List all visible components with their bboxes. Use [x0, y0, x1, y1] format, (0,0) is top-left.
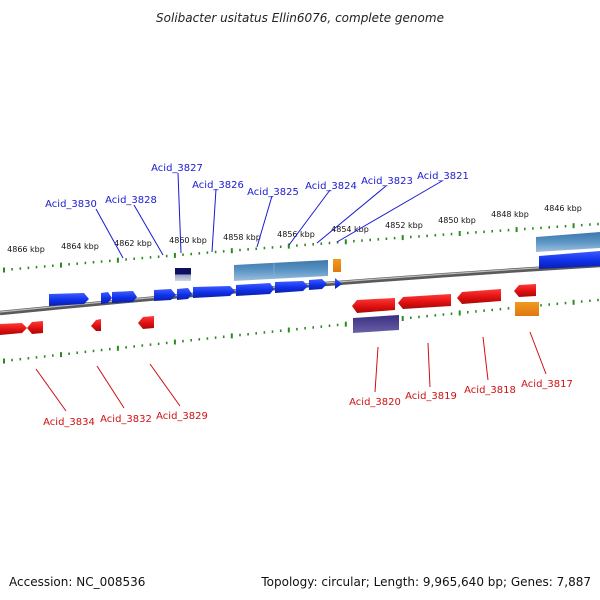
reverse-rna-feature[interactable]: [353, 315, 399, 333]
inner-tick-scale: [3, 298, 599, 364]
forward-gene[interactable]: [309, 279, 327, 290]
gene-label[interactable]: Acid_3823: [361, 176, 413, 187]
kbp-label: 4864 kbp: [61, 242, 99, 251]
gene-label[interactable]: Acid_3826: [192, 180, 244, 191]
reverse-gene[interactable]: [138, 316, 154, 329]
forward-gene[interactable]: [539, 251, 600, 269]
accession-text: Accession: NC_008536: [9, 575, 145, 589]
orange-feature[interactable]: [333, 259, 341, 272]
forward-labels: Acid_3830 Acid_3828 Acid_3827 Acid_3826 …: [45, 163, 469, 210]
gene-label[interactable]: Acid_3825: [247, 187, 299, 198]
map-title: Solibacter usitatus Ellin6076, complete …: [156, 11, 444, 25]
forward-small-feature[interactable]: [175, 268, 191, 281]
forward-gene[interactable]: [112, 291, 137, 303]
kbp-label: 4866 kbp: [7, 245, 45, 254]
forward-gene[interactable]: [154, 289, 176, 301]
forward-label-leaders: [95, 172, 443, 259]
reverse-labels: Acid_3834 Acid_3832 Acid_3829 Acid_3820 …: [43, 379, 573, 428]
kbp-label: 4848 kbp: [491, 210, 529, 219]
gene-label[interactable]: Acid_3821: [417, 171, 469, 182]
gene-label[interactable]: Acid_3828: [105, 195, 157, 206]
forward-gene[interactable]: [236, 283, 274, 296]
forward-gene[interactable]: [193, 286, 235, 298]
gene-label[interactable]: Acid_3818: [464, 385, 516, 396]
outer-tick-scale: [3, 222, 599, 273]
orange-feature[interactable]: [515, 302, 539, 316]
kbp-label: 4856 kbp: [277, 230, 315, 239]
kbp-scale: 4866 kbp 4864 kbp 4862 kbp 4860 kbp 4858…: [7, 204, 582, 254]
kbp-label: 4854 kbp: [331, 225, 369, 234]
gene-label[interactable]: Acid_3820: [349, 397, 401, 408]
kbp-label: 4852 kbp: [385, 221, 423, 230]
reverse-gene[interactable]: [0, 323, 27, 335]
kbp-label: 4862 kbp: [114, 239, 152, 248]
forward-gene[interactable]: [101, 292, 112, 304]
gene-label[interactable]: Acid_3832: [100, 414, 152, 425]
reverse-gene[interactable]: [352, 298, 395, 313]
kbp-label: 4860 kbp: [169, 236, 207, 245]
forward-gene[interactable]: [335, 278, 342, 289]
forward-gene[interactable]: [177, 288, 192, 300]
gene-label[interactable]: Acid_3834: [43, 417, 95, 428]
forward-rna-feature[interactable]: [234, 260, 328, 281]
gene-label[interactable]: Acid_3829: [156, 411, 208, 422]
reverse-gene[interactable]: [398, 294, 451, 309]
gene-label[interactable]: Acid_3830: [45, 199, 97, 210]
gene-label[interactable]: Acid_3824: [305, 181, 357, 192]
reverse-label-leaders: [35, 331, 547, 412]
reverse-gene[interactable]: [91, 319, 101, 331]
reverse-strand-features: [0, 284, 539, 335]
forward-rna-feature[interactable]: [536, 232, 600, 252]
gene-label[interactable]: Acid_3819: [405, 391, 457, 402]
kbp-label: 4846 kbp: [544, 204, 582, 213]
forward-strand-features: [49, 232, 600, 306]
gene-label[interactable]: Acid_3817: [521, 379, 573, 390]
forward-gene[interactable]: [49, 293, 89, 306]
kbp-label: 4858 kbp: [223, 233, 261, 242]
kbp-label: 4850 kbp: [438, 216, 476, 225]
reverse-gene[interactable]: [457, 289, 501, 304]
genome-summary-text: Topology: circular; Length: 9,965,640 bp…: [260, 575, 591, 589]
forward-gene[interactable]: [275, 281, 308, 293]
reverse-gene[interactable]: [514, 284, 536, 297]
reverse-gene[interactable]: [27, 321, 43, 334]
gene-label[interactable]: Acid_3827: [151, 163, 203, 174]
